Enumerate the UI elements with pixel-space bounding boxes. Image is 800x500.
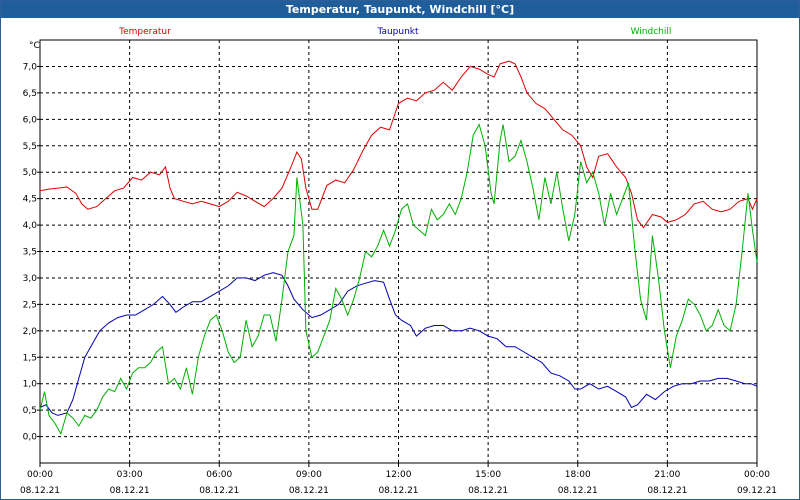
y-tick-label: 6,5: [23, 89, 37, 99]
x-tick-time-label: 18:00: [565, 470, 591, 480]
y-tick-label: 5,0: [23, 168, 38, 178]
y-axis-tick-labels: 0,0 0,5 1,0 1,5 2,0 2,5 3,0 3,5 4,0 4,5 5,0 5,5 6,0 6…: [23, 62, 38, 442]
legend-entry-taupunkt: Taupunkt: [376, 27, 419, 37]
x-tick-time-label: 12:00: [386, 470, 412, 480]
y-tick-label: 4,5: [23, 195, 37, 205]
y-tick-label: 0,5: [23, 406, 37, 416]
x-tick-date-label: 08.12.21: [468, 486, 508, 496]
chart-title: Temperatur, Taupunkt, Windchill [°C]: [1, 1, 799, 18]
series-lines: [39, 60, 758, 436]
grid-lines: [40, 40, 757, 463]
legend-entry-windchill: Windchill: [631, 27, 672, 37]
y-tick-label: 0,0: [23, 433, 38, 443]
series-line-windchill: [39, 123, 758, 436]
series-line-taupunkt: [39, 272, 758, 416]
x-tick-time-label: 21:00: [654, 470, 680, 480]
y-tick-label: 2,0: [23, 327, 38, 337]
x-tick-date-label: 08.12.21: [289, 486, 329, 496]
x-axis-tick-labels: 00:00 08.12.21 03:00 08.12.21 06:00 08.12.21 0…: [20, 470, 777, 496]
x-tick-time-label: 03:00: [117, 470, 143, 480]
x-tick-date-label: 08.12.21: [20, 486, 60, 496]
y-axis-unit-label: °C: [29, 41, 40, 51]
x-tick-time-label: 09:00: [296, 470, 322, 480]
legend-entry-temperatur: Temperatur: [118, 27, 171, 37]
x-tick-date-label: 08.12.21: [647, 486, 687, 496]
series-line-temperatur: [39, 60, 758, 229]
y-tick-label: 6,0: [23, 115, 38, 125]
y-tick-label: 3,0: [23, 274, 38, 284]
x-tick-date-label: 08.12.21: [378, 486, 418, 496]
x-tick-date-label: 09.12.21: [737, 486, 777, 496]
x-tick-time-label: 06:00: [206, 470, 232, 480]
legend: Temperatur Taupunkt Windchill: [118, 27, 671, 37]
y-tick-label: 4,0: [23, 221, 38, 231]
y-tick-label: 1,0: [23, 380, 38, 390]
x-tick-time-label: 00:00: [744, 470, 770, 480]
x-tick-date-label: 08.12.21: [558, 486, 598, 496]
y-tick-label: 1,5: [23, 353, 37, 363]
y-tick-label: 3,5: [23, 248, 37, 258]
y-tick-label: 5,5: [23, 142, 37, 152]
plot-frame: [39, 39, 758, 464]
x-tick-time-label: 00:00: [27, 470, 53, 480]
x-tick-time-label: 15:00: [475, 470, 501, 480]
x-tick-date-label: 08.12.21: [110, 486, 150, 496]
y-tick-label: 2,5: [23, 300, 37, 310]
axes: [37, 39, 758, 467]
x-tick-date-label: 08.12.21: [199, 486, 239, 496]
y-tick-label: 7,0: [23, 62, 38, 72]
